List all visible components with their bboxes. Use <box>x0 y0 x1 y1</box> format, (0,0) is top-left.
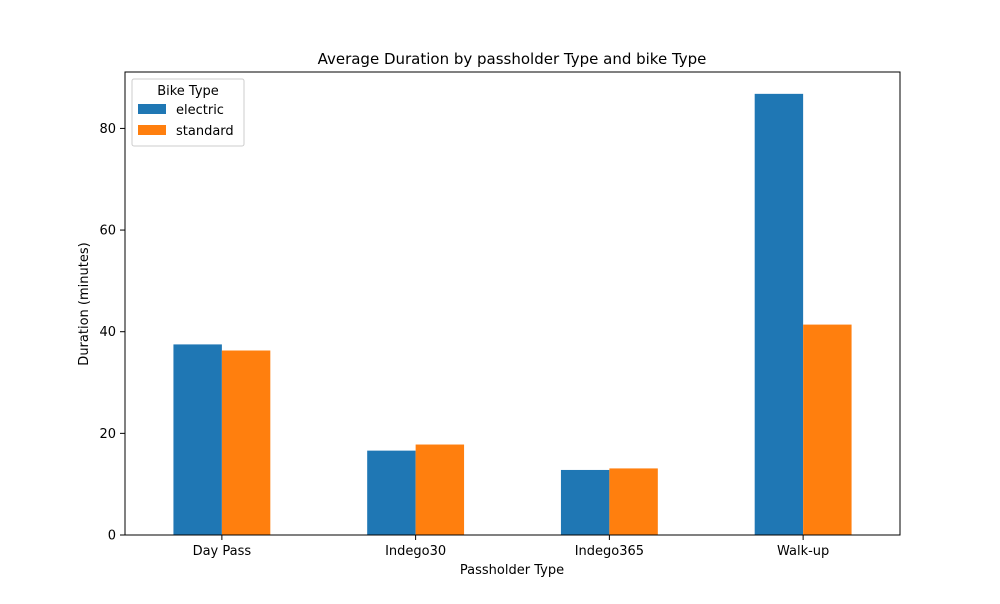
x-axis-label: Passholder Type <box>460 563 564 578</box>
bar-electric-day-pass <box>173 344 222 535</box>
legend-swatch-electric <box>138 104 166 114</box>
chart-title: Average Duration by passholder Type and … <box>318 50 707 68</box>
x-tick-label: Indego30 <box>385 544 446 559</box>
legend: Bike Type electric standard <box>131 78 245 147</box>
bars-layer <box>173 93 852 535</box>
y-tick-label: 0 <box>108 529 116 544</box>
bar-electric-indego365 <box>560 469 610 535</box>
y-tick-label: 60 <box>99 224 116 239</box>
bar-standard-walk-up <box>803 324 852 535</box>
bar-standard-day-pass <box>221 350 271 535</box>
y-axis-label: Duration (minutes) <box>77 242 92 365</box>
bar-standard-indego365 <box>609 468 658 535</box>
legend-title: Bike Type <box>157 84 219 99</box>
bar-electric-indego30 <box>367 450 416 535</box>
axes-layer: 0 20 40 60 80 Day Pass Indego30 Indego365 Walk-u… <box>99 71 901 559</box>
bar-electric-walk-up <box>754 93 804 535</box>
x-tick-label: Day Pass <box>193 544 252 559</box>
x-tick-label: Walk-up <box>777 544 829 559</box>
y-tick-label: 20 <box>99 427 116 442</box>
legend-label-standard: standard <box>176 124 234 139</box>
x-tick-label: Indego365 <box>575 544 644 559</box>
bar-standard-indego30 <box>415 444 465 535</box>
legend-swatch-standard <box>138 125 166 135</box>
y-tick-label: 80 <box>99 122 116 137</box>
plot-frame <box>124 71 901 536</box>
y-tick-label: 40 <box>99 325 116 340</box>
legend-label-electric: electric <box>176 103 224 118</box>
